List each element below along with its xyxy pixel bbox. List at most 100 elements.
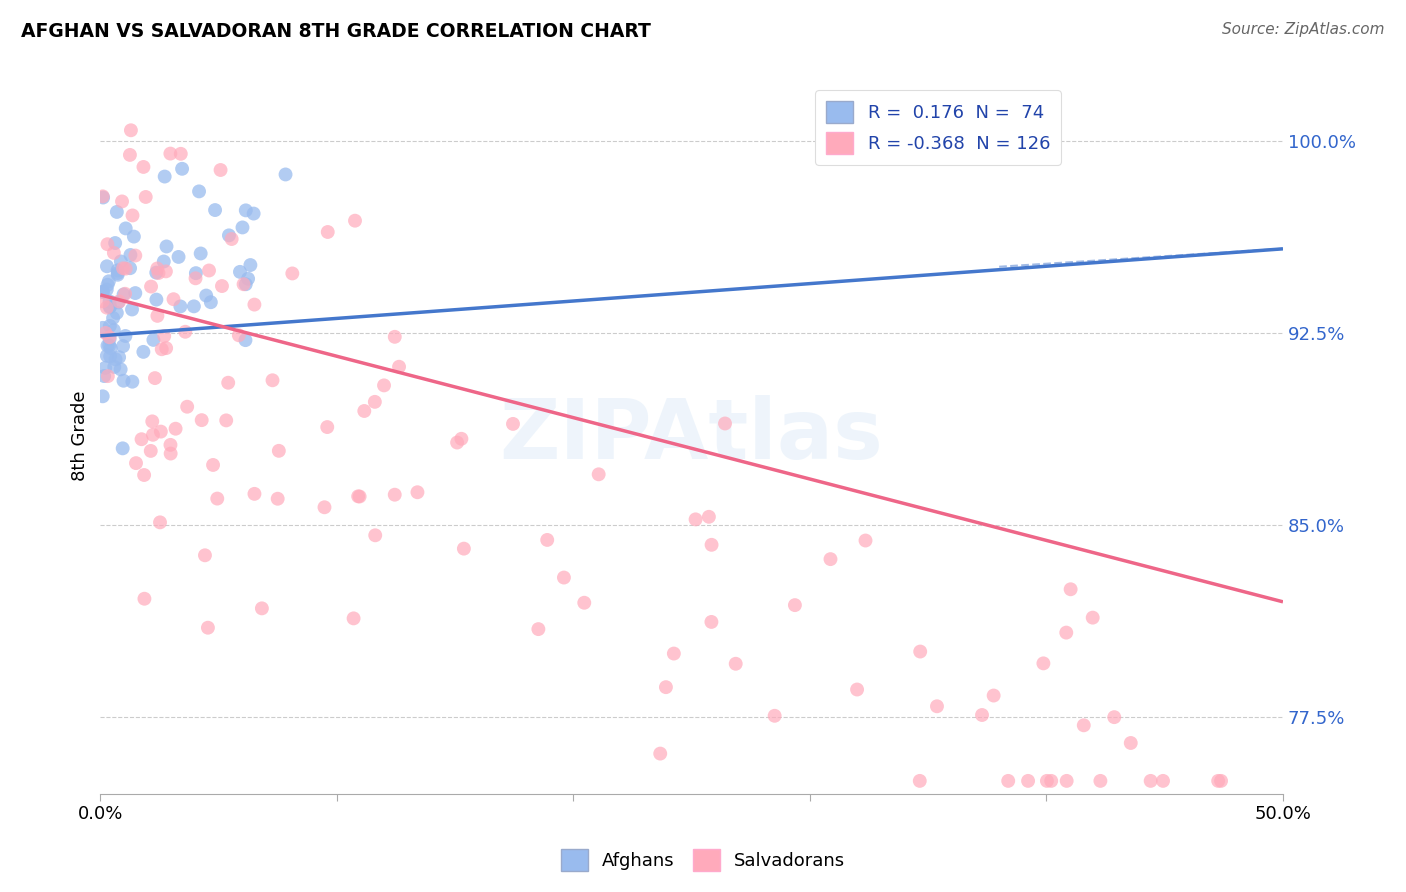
- Point: [91, 190, 114, 204]
- Point: [91, 389, 114, 403]
- Legend: Afghans, Salvadorans: Afghans, Salvadorans: [554, 842, 852, 879]
- Point: [112, 261, 135, 276]
- Point: [97, 369, 120, 384]
- Point: [198, 263, 221, 277]
- Point: [91, 285, 114, 299]
- Point: [148, 266, 170, 280]
- Point: [165, 422, 187, 436]
- Point: [453, 541, 475, 556]
- Point: [655, 680, 678, 694]
- Point: [908, 773, 931, 788]
- Point: [235, 277, 257, 292]
- Point: [155, 264, 177, 278]
- Point: [343, 213, 366, 227]
- Point: [167, 250, 190, 264]
- Point: [925, 699, 948, 714]
- Point: [107, 295, 129, 310]
- Point: [983, 689, 1005, 703]
- Point: [159, 146, 181, 161]
- Point: [588, 467, 610, 482]
- Point: [316, 420, 339, 434]
- Point: [846, 682, 869, 697]
- Point: [202, 458, 225, 472]
- Point: [91, 285, 114, 299]
- Point: [204, 202, 226, 217]
- Point: [783, 598, 806, 612]
- Point: [124, 248, 146, 262]
- Point: [700, 615, 723, 629]
- Point: [155, 239, 177, 253]
- Point: [1139, 773, 1161, 788]
- Point: [112, 374, 135, 388]
- Point: [574, 596, 596, 610]
- Point: [139, 279, 162, 293]
- Point: [112, 287, 135, 301]
- Point: [406, 485, 429, 500]
- Point: [110, 362, 132, 376]
- Point: [111, 442, 134, 456]
- Point: [107, 268, 129, 282]
- Point: [207, 491, 229, 506]
- Point: [146, 309, 169, 323]
- Point: [132, 160, 155, 174]
- Point: [342, 611, 364, 625]
- Point: [98, 332, 121, 346]
- Point: [236, 271, 259, 285]
- Point: [553, 570, 575, 584]
- Point: [101, 311, 124, 326]
- Point: [353, 404, 375, 418]
- Point: [1206, 773, 1229, 788]
- Point: [108, 294, 131, 309]
- Point: [94, 326, 117, 340]
- Point: [314, 500, 336, 515]
- Point: [239, 258, 262, 272]
- Point: [232, 277, 254, 292]
- Point: [174, 325, 197, 339]
- Point: [172, 161, 194, 176]
- Point: [159, 446, 181, 460]
- Point: [1017, 773, 1039, 788]
- Point: [685, 512, 707, 526]
- Text: AFGHAN VS SALVADORAN 8TH GRADE CORRELATION CHART: AFGHAN VS SALVADORAN 8TH GRADE CORRELATI…: [21, 22, 651, 41]
- Point: [98, 330, 121, 344]
- Point: [96, 301, 118, 315]
- Point: [125, 456, 148, 470]
- Point: [908, 644, 931, 658]
- Text: Source: ZipAtlas.com: Source: ZipAtlas.com: [1222, 22, 1385, 37]
- Point: [145, 266, 167, 280]
- Point: [229, 265, 252, 279]
- Point: [114, 286, 136, 301]
- Point: [91, 294, 114, 309]
- Point: [146, 261, 169, 276]
- Point: [221, 232, 243, 246]
- Legend: R =  0.176  N =  74, R = -0.368  N = 126: R = 0.176 N = 74, R = -0.368 N = 126: [815, 90, 1062, 165]
- Point: [112, 339, 135, 353]
- Point: [98, 300, 121, 314]
- Point: [170, 146, 193, 161]
- Point: [96, 349, 118, 363]
- Point: [124, 286, 146, 301]
- Point: [131, 432, 153, 446]
- Point: [267, 443, 290, 458]
- Point: [103, 323, 125, 337]
- Point: [132, 344, 155, 359]
- Point: [118, 148, 141, 162]
- Point: [105, 306, 128, 320]
- Point: [114, 221, 136, 235]
- Point: [184, 266, 207, 280]
- Point: [149, 516, 172, 530]
- Point: [121, 209, 143, 223]
- Point: [1036, 773, 1059, 788]
- Point: [120, 248, 142, 262]
- Point: [347, 489, 370, 503]
- Point: [120, 123, 142, 137]
- Point: [134, 468, 156, 483]
- Point: [91, 321, 114, 335]
- Point: [159, 438, 181, 452]
- Point: [697, 509, 720, 524]
- Point: [98, 318, 121, 333]
- Point: [1054, 625, 1077, 640]
- Point: [96, 237, 118, 252]
- Point: [235, 203, 257, 218]
- Point: [274, 168, 297, 182]
